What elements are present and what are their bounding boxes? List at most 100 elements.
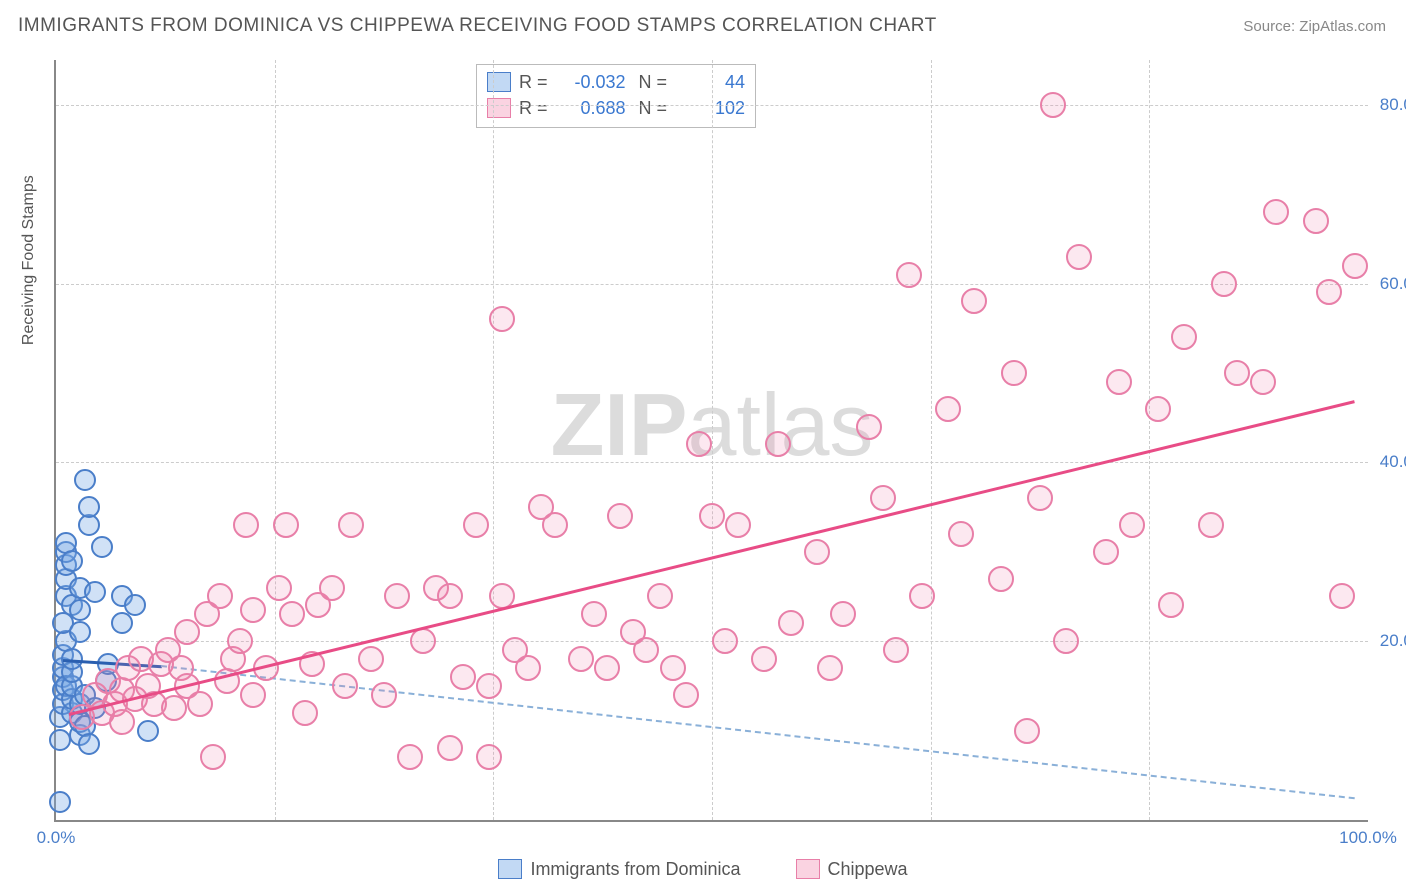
gridline-v — [275, 60, 276, 820]
data-point — [233, 512, 259, 538]
data-point — [988, 566, 1014, 592]
data-point — [1066, 244, 1092, 270]
legend-swatch-blue — [498, 859, 522, 879]
y-tick-label: 60.0% — [1380, 274, 1406, 294]
legend-swatch-blue — [487, 72, 511, 92]
data-point — [607, 503, 633, 529]
y-tick-label: 80.0% — [1380, 95, 1406, 115]
data-point — [187, 691, 213, 717]
data-point — [111, 612, 133, 634]
correlation-row-1: R =-0.032 N =44 — [487, 69, 745, 95]
gridline-v — [712, 60, 713, 820]
gridline-v — [493, 60, 494, 820]
data-point — [200, 744, 226, 770]
data-point — [78, 733, 100, 755]
data-point — [1027, 485, 1053, 511]
data-point — [161, 695, 187, 721]
scatter-plot: ZIPatlas R =-0.032 N =44 R =0.688 N =102… — [54, 60, 1368, 822]
data-point — [384, 583, 410, 609]
data-point — [1158, 592, 1184, 618]
data-point — [240, 682, 266, 708]
data-point — [266, 575, 292, 601]
data-point — [961, 288, 987, 314]
data-point — [1119, 512, 1145, 538]
data-point — [463, 512, 489, 538]
data-point — [371, 682, 397, 708]
data-point — [49, 729, 71, 751]
data-point — [686, 431, 712, 457]
correlation-legend: R =-0.032 N =44 R =0.688 N =102 — [476, 64, 756, 128]
data-point — [935, 396, 961, 422]
data-point — [240, 597, 266, 623]
chart-title: IMMIGRANTS FROM DOMINICA VS CHIPPEWA REC… — [18, 15, 937, 37]
data-point — [830, 601, 856, 627]
data-point — [49, 791, 71, 813]
data-point — [1250, 369, 1276, 395]
data-point — [1106, 369, 1132, 395]
data-point — [594, 655, 620, 681]
data-point — [581, 601, 607, 627]
data-point — [751, 646, 777, 672]
data-point — [78, 496, 100, 518]
data-point — [804, 539, 830, 565]
data-point — [1224, 360, 1250, 386]
legend-item-2: Chippewa — [796, 859, 908, 880]
data-point — [1303, 208, 1329, 234]
data-point — [174, 619, 200, 645]
data-point — [1093, 539, 1119, 565]
data-point — [332, 673, 358, 699]
data-point — [91, 536, 113, 558]
data-point — [437, 735, 463, 761]
data-point — [437, 583, 463, 609]
data-point — [1171, 324, 1197, 350]
data-point — [1329, 583, 1355, 609]
source-label: Source: ZipAtlas.com — [1243, 18, 1386, 35]
data-point — [817, 655, 843, 681]
data-point — [109, 709, 135, 735]
legend-swatch-pink — [796, 859, 820, 879]
data-point — [319, 575, 345, 601]
data-point — [1198, 512, 1224, 538]
data-point — [778, 610, 804, 636]
data-point — [69, 621, 91, 643]
data-point — [699, 503, 725, 529]
x-tick-label: 100.0% — [1339, 828, 1397, 848]
data-point — [279, 601, 305, 627]
data-point — [647, 583, 673, 609]
data-point — [948, 521, 974, 547]
data-point — [358, 646, 384, 672]
data-point — [568, 646, 594, 672]
data-point — [1316, 279, 1342, 305]
data-point — [725, 512, 751, 538]
data-point — [1342, 253, 1368, 279]
data-point — [450, 664, 476, 690]
data-point — [338, 512, 364, 538]
series-legend: Immigrants from Dominica Chippewa — [0, 859, 1406, 885]
data-point — [74, 469, 96, 491]
data-point — [69, 599, 91, 621]
data-point — [137, 720, 159, 742]
gridline-v — [1149, 60, 1150, 820]
data-point — [476, 744, 502, 770]
data-point — [397, 744, 423, 770]
x-tick-label: 0.0% — [37, 828, 76, 848]
data-point — [124, 594, 146, 616]
data-point — [870, 485, 896, 511]
gridline-v — [931, 60, 932, 820]
data-point — [633, 637, 659, 663]
data-point — [883, 637, 909, 663]
data-point — [1014, 718, 1040, 744]
data-point — [856, 414, 882, 440]
data-point — [896, 262, 922, 288]
legend-swatch-pink — [487, 98, 511, 118]
data-point — [1001, 360, 1027, 386]
data-point — [1145, 396, 1171, 422]
data-point — [273, 512, 299, 538]
data-point — [542, 512, 568, 538]
data-point — [227, 628, 253, 654]
correlation-row-2: R =0.688 N =102 — [487, 95, 745, 121]
data-point — [909, 583, 935, 609]
data-point — [1040, 92, 1066, 118]
data-point — [660, 655, 686, 681]
data-point — [1263, 199, 1289, 225]
